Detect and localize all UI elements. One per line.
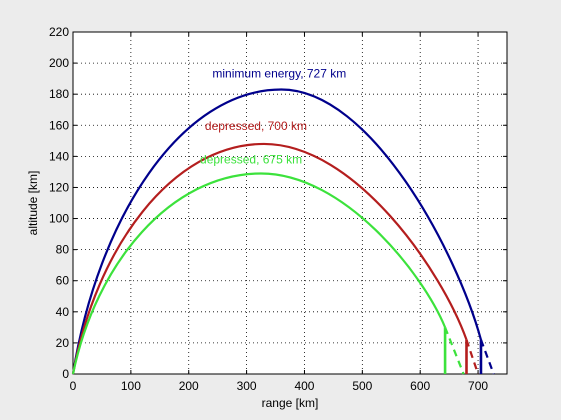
- x-tick-label: 600: [410, 379, 430, 393]
- x-tick-label: 300: [237, 379, 257, 393]
- series-trajectory: [71, 88, 483, 375]
- y-tick-label: 220: [49, 25, 69, 39]
- y-tick-label: 40: [56, 305, 70, 319]
- x-tick-label: 700: [468, 379, 488, 393]
- series-trajectory: [71, 142, 468, 375]
- series-label: minimum energy, 727 km: [212, 67, 346, 81]
- x-tick-label: 500: [352, 379, 372, 393]
- series-dashed-extension: [479, 339, 495, 375]
- y-tick-label: 140: [49, 149, 69, 163]
- y-tick-label: 160: [49, 118, 69, 132]
- y-tick-label: 20: [56, 336, 70, 350]
- y-tick-label: 120: [49, 180, 69, 194]
- series-trajectory: [71, 172, 447, 375]
- series-lines: [71, 88, 495, 375]
- y-tick-label: 200: [49, 56, 69, 70]
- x-axis-label: range [km]: [262, 396, 319, 410]
- y-tick-label: 100: [49, 212, 69, 226]
- y-axis-label: altitude [km]: [26, 171, 40, 236]
- series-label: depressed, 700 km: [205, 119, 307, 133]
- y-tick-label: 180: [49, 87, 69, 101]
- series-labels: minimum energy, 727 km depressed, 700 km d…: [200, 67, 346, 167]
- series-dashed-extension: [465, 339, 480, 375]
- y-tick-label: 0: [62, 367, 69, 381]
- grid: [72, 31, 507, 375]
- x-tick-label: 200: [179, 379, 199, 393]
- series-label: depressed, 675 km: [200, 152, 302, 166]
- x-tick-label: 0: [70, 379, 77, 393]
- y-tick-label: 60: [56, 274, 70, 288]
- x-tick-label: 400: [294, 379, 314, 393]
- series-dashed-extension: [444, 326, 465, 375]
- x-tick-label: 100: [121, 379, 141, 393]
- y-tick-label: 80: [56, 243, 70, 257]
- tick-labels: 0 100 200 300 400 500 600 700 0 20 40 60 80 100 120 140…: [49, 25, 488, 393]
